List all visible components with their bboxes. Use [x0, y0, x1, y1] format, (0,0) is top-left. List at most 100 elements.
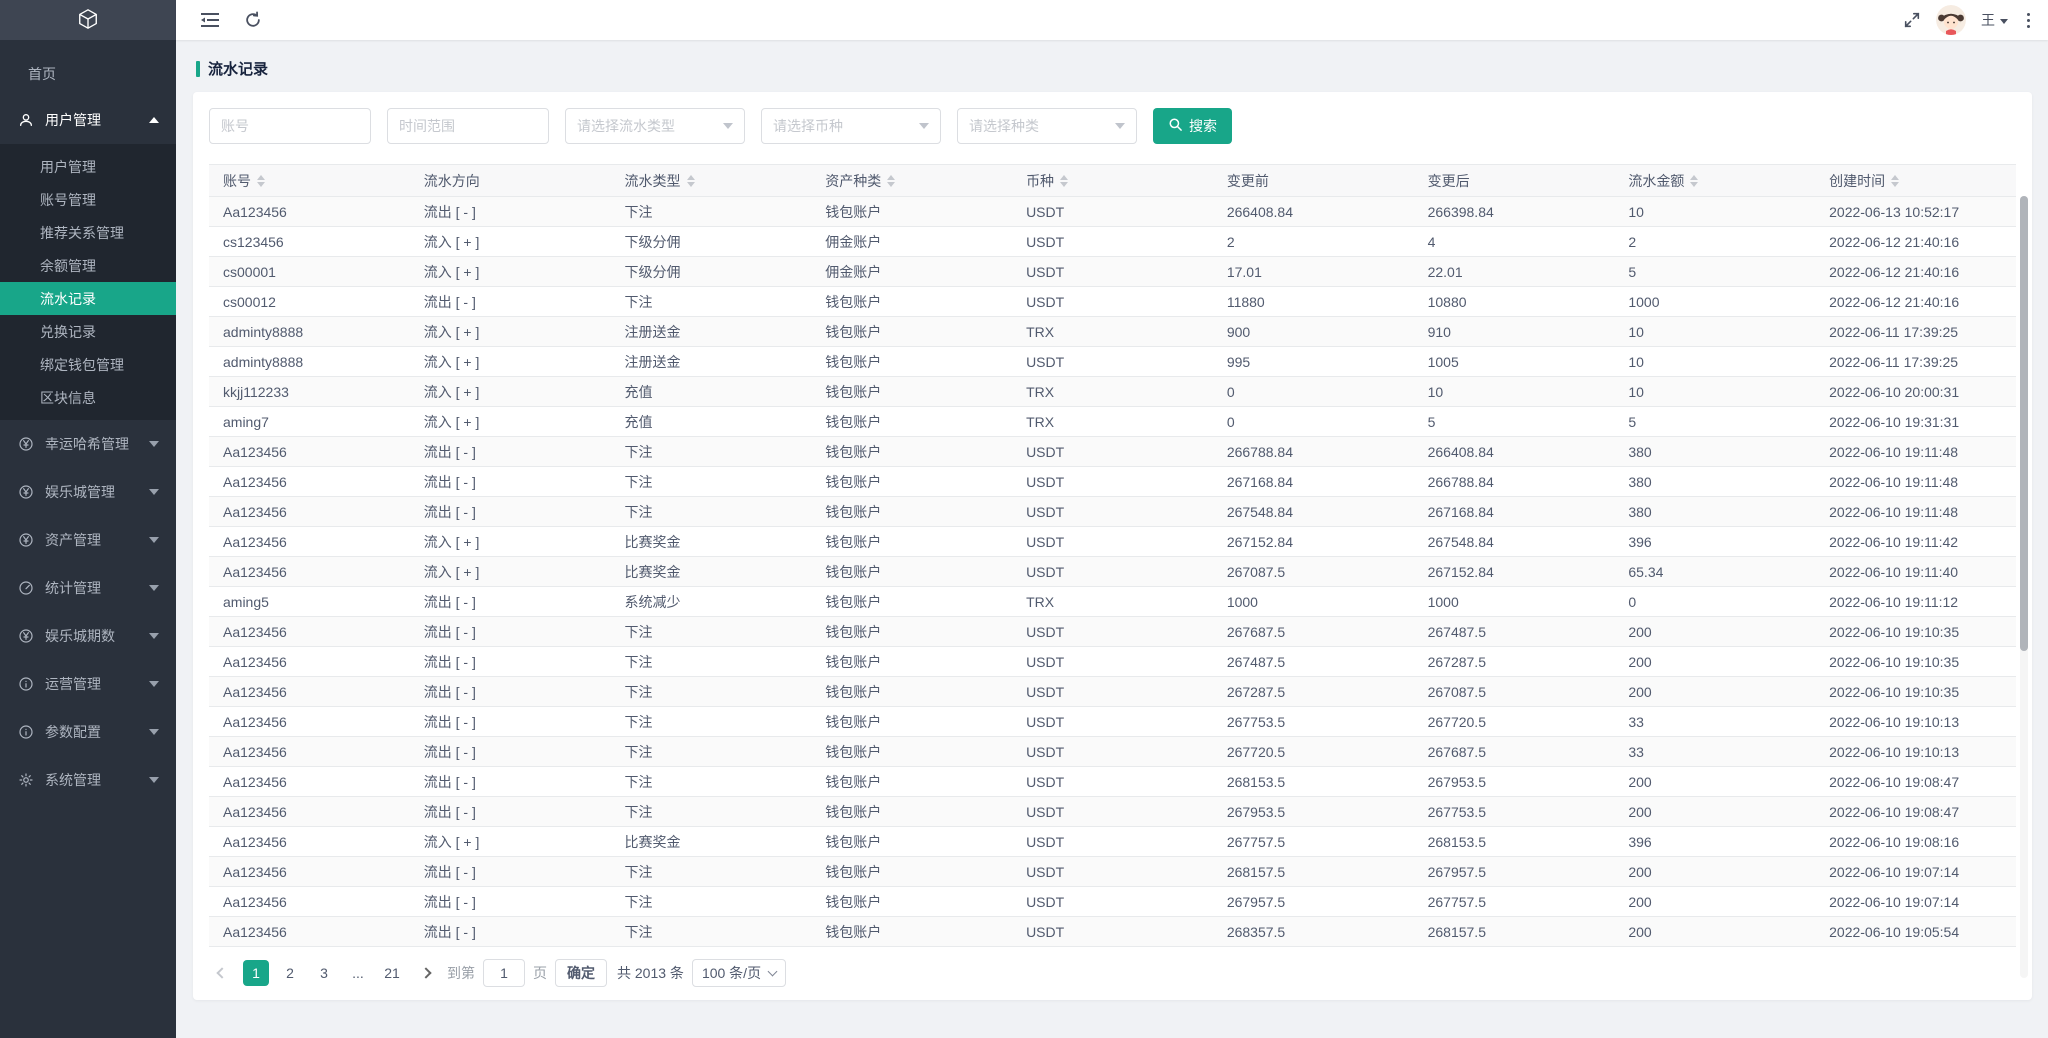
column-header[interactable]: 流水类型	[610, 164, 812, 197]
column-header[interactable]: 币种	[1012, 164, 1213, 197]
category-placeholder: 请选择种类	[969, 118, 1039, 134]
table-scrollbar-thumb[interactable]	[2020, 196, 2028, 651]
sidebar-subitem[interactable]: 绑定钱包管理	[0, 348, 176, 381]
sort-icon[interactable]	[1690, 174, 1699, 187]
sort-icon[interactable]	[887, 174, 896, 187]
currency-select[interactable]: 请选择币种	[761, 108, 941, 144]
category-select[interactable]: 请选择种类	[957, 108, 1137, 144]
user-menu[interactable]: 王	[1981, 10, 2008, 30]
column-header[interactable]: 变更后	[1413, 164, 1615, 197]
column-header-label: 流水方向	[423, 172, 480, 189]
sort-icon[interactable]	[1060, 174, 1069, 187]
cell-after: 910	[1413, 316, 1615, 347]
sidebar-item-home[interactable]: 首页	[0, 52, 176, 96]
column-header[interactable]: 流水金额	[1614, 164, 1816, 197]
fullscreen-icon[interactable]	[1903, 11, 1921, 29]
cell-direction: 流入 [ + ]	[409, 376, 611, 407]
sidebar-group-system[interactable]: 系统管理	[0, 756, 176, 804]
sidebar-group-assets[interactable]: 资产管理	[0, 516, 176, 564]
cell-account: kkjj112233	[209, 376, 410, 407]
column-header[interactable]: 流水方向	[409, 164, 611, 197]
table-row: kkjj112233 流入 [ + ] 充值 钱包账户 TRX 0 10 10 …	[209, 376, 2016, 407]
sidebar-group-casino[interactable]: 娱乐城管理	[0, 468, 176, 516]
cell-direction: 流出 [ - ]	[409, 676, 611, 707]
cell-asset-type: 钱包账户	[811, 406, 1013, 437]
cell-created-at: 2022-06-10 19:07:14	[1815, 856, 2016, 887]
cell-created-at: 2022-06-10 19:11:42	[1815, 526, 2016, 557]
cell-direction: 流入 [ + ]	[409, 406, 611, 437]
next-page-button[interactable]	[413, 960, 439, 986]
page-number-button[interactable]: 21	[379, 960, 405, 986]
page-number-button[interactable]: 3	[311, 960, 337, 986]
page-number-button[interactable]: 2	[277, 960, 303, 986]
sidebar-subitem[interactable]: 兑换记录	[0, 315, 176, 348]
per-page-select[interactable]: 100 条/页	[691, 959, 787, 987]
sidebar-subitem[interactable]: 推荐关系管理	[0, 216, 176, 249]
more-options-icon[interactable]	[2023, 11, 2034, 30]
refresh-icon[interactable]	[244, 11, 262, 29]
cell-asset-type: 佣金账户	[811, 256, 1013, 287]
column-header[interactable]: 资产种类	[811, 164, 1013, 197]
page-number-button[interactable]: 1	[243, 960, 269, 986]
sidebar-group-lucky-hash[interactable]: 幸运哈希管理	[0, 420, 176, 468]
cell-flow-type: 比赛奖金	[610, 826, 812, 857]
cell-asset-type: 钱包账户	[811, 706, 1013, 737]
cell-flow-type: 下注	[610, 916, 812, 947]
time-range-input[interactable]	[387, 108, 549, 144]
avatar[interactable]	[1936, 5, 1966, 35]
sidebar-subitem-label: 余额管理	[40, 257, 96, 274]
goto-page-input[interactable]	[483, 959, 525, 987]
sidebar-subitem[interactable]: 余额管理	[0, 249, 176, 282]
sidebar-subitem[interactable]: 用户管理	[0, 150, 176, 183]
table-row: aming7 流入 [ + ] 充值 钱包账户 TRX 0 5 5 2022-0…	[209, 406, 2016, 437]
column-header[interactable]: 创建时间	[1815, 164, 2016, 197]
page-number-label: 3	[320, 965, 328, 981]
cell-before: 17.01	[1212, 256, 1414, 287]
column-header[interactable]: 变更前	[1212, 164, 1414, 197]
cell-direction: 流出 [ - ]	[409, 466, 611, 497]
cell-asset-type: 钱包账户	[811, 586, 1013, 617]
cell-direction: 流出 [ - ]	[409, 286, 611, 317]
cell-amount: 10	[1614, 346, 1816, 377]
account-input[interactable]	[209, 108, 371, 144]
sidebar-group-operations[interactable]: 运营管理	[0, 660, 176, 708]
table-row: Aa123456 流入 [ + ] 比赛奖金 钱包账户 USDT 267152.…	[209, 526, 2016, 557]
cell-flow-type: 下注	[610, 856, 812, 887]
table-row: Aa123456 流出 [ - ] 下注 钱包账户 USDT 268157.5 …	[209, 856, 2016, 887]
user-icon	[18, 112, 34, 128]
flow-type-select[interactable]: 请选择流水类型	[565, 108, 745, 144]
sidebar-subitem[interactable]: 区块信息	[0, 381, 176, 414]
table-row: Aa123456 流入 [ + ] 比赛奖金 钱包账户 USDT 267087.…	[209, 556, 2016, 587]
chevron-down-icon	[1115, 123, 1125, 129]
prev-page-button[interactable]	[209, 960, 235, 986]
sidebar-group-params[interactable]: 参数配置	[0, 708, 176, 756]
sort-icon[interactable]	[686, 174, 695, 187]
sidebar-group-label: 系统管理	[45, 772, 101, 788]
cell-flow-type: 注册送金	[610, 316, 812, 347]
sidebar-group-stats[interactable]: 统计管理	[0, 564, 176, 612]
records-card: 请选择流水类型 请选择币种 请选择种类 搜索	[193, 92, 2032, 1000]
cell-direction: 流出 [ - ]	[409, 646, 611, 677]
search-button[interactable]: 搜索	[1153, 108, 1232, 144]
cell-currency: USDT	[1012, 496, 1213, 527]
sidebar-group-user-mgmt-header[interactable]: 用户管理	[0, 96, 176, 144]
sidebar-subitem[interactable]: 账号管理	[0, 183, 176, 216]
confirm-page-button[interactable]: 确定	[555, 959, 607, 987]
cell-created-at: 2022-06-10 19:10:35	[1815, 676, 2016, 707]
page-number-label: ...	[352, 965, 364, 981]
sidebar-subitem[interactable]: 流水记录	[0, 282, 176, 315]
sidebar-group-casino-periods[interactable]: 娱乐城期数	[0, 612, 176, 660]
cell-amount: 380	[1614, 466, 1816, 497]
cell-flow-type: 下注	[610, 736, 812, 767]
cell-before: 267087.5	[1212, 556, 1414, 587]
collapse-sidebar-icon[interactable]	[200, 11, 220, 29]
cell-direction: 流出 [ - ]	[409, 796, 611, 827]
cell-created-at: 2022-06-10 19:10:13	[1815, 706, 2016, 737]
yen-circle-icon	[18, 628, 34, 644]
page-number-button[interactable]: ...	[345, 960, 371, 986]
cell-account: Aa123456	[209, 736, 410, 767]
sort-icon[interactable]	[1891, 174, 1900, 187]
cell-created-at: 2022-06-10 19:11:12	[1815, 586, 2016, 617]
column-header[interactable]: 账号	[209, 164, 410, 197]
sort-icon[interactable]	[257, 174, 265, 187]
